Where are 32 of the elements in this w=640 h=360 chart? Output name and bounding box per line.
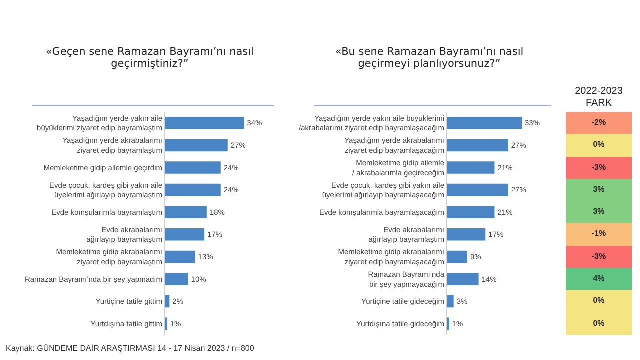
chart-title: «Bu sene Ramazan Bayramı’nı nasıl geçirmeyi planlıyorsunuz?”: [334, 46, 525, 70]
text: Kaynak: GÜNDEME DAİR ARAŞTIRMASI 14 - 17 Nisan 2023 / n=800: [6, 344, 254, 353]
bar: [447, 273, 479, 286]
bar: [447, 117, 522, 130]
data-label: 0%: [566, 134, 632, 157]
data-label: -2%: [566, 112, 632, 134]
bar: [165, 273, 188, 286]
chart-title: «Geçen sene Ramazan Bayramı’nı nasıl geçirmiştiniz?”: [45, 46, 255, 70]
data-label: 3%: [566, 201, 632, 224]
bar: [165, 117, 244, 130]
data-label: 0%: [566, 312, 632, 335]
bar: [165, 162, 221, 174]
chart-title: 2022-2023 FARK: [574, 86, 624, 111]
data-label: 4%: [566, 268, 632, 290]
bar: [165, 206, 207, 218]
bar: [447, 295, 454, 308]
data-label: 3%: [566, 178, 632, 202]
bar: [165, 139, 228, 152]
data-label: -3%: [566, 246, 632, 268]
bar: [447, 139, 508, 152]
bar: [447, 162, 495, 174]
data-label: -3%: [566, 156, 632, 179]
bar: [165, 295, 170, 308]
data-label: -1%: [566, 223, 632, 246]
bar: [165, 184, 221, 196]
bar: [447, 206, 495, 218]
bar: [447, 184, 508, 196]
bar: [447, 228, 486, 241]
data-label: 0%: [566, 290, 632, 313]
bar: [165, 228, 205, 241]
bar: [165, 250, 196, 264]
bar: [447, 250, 468, 264]
